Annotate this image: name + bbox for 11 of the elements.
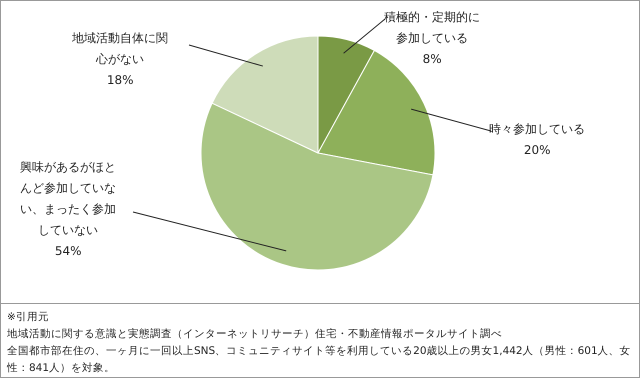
slice-label: 時々参加している xyxy=(488,121,586,138)
slice-label: 積極的・定期的に参加している xyxy=(383,9,482,47)
data-label: 8% xyxy=(422,51,443,68)
data-label: 20% xyxy=(522,142,552,159)
data-label: 54% xyxy=(54,243,83,260)
data-label: 18% xyxy=(106,72,135,89)
text: ※引用元 xyxy=(7,310,50,325)
slice-label: 地域活動自体に関心がない xyxy=(71,30,170,68)
slice-label: 興味があるがほとんど参加していない、まったく参加していない xyxy=(19,159,118,239)
text: 地域活動に関する意識と実態調査（インターネットリサーチ）住宅・不動産情報ポータルサイト調べ xyxy=(7,327,503,342)
text: 全国都市部在住の、一ヶ月に一回以上SNS、コミュニティサイト等を利用している20歳以上の男女1,442人（男性：601人、女性：841人）を対象。 xyxy=(7,344,632,376)
